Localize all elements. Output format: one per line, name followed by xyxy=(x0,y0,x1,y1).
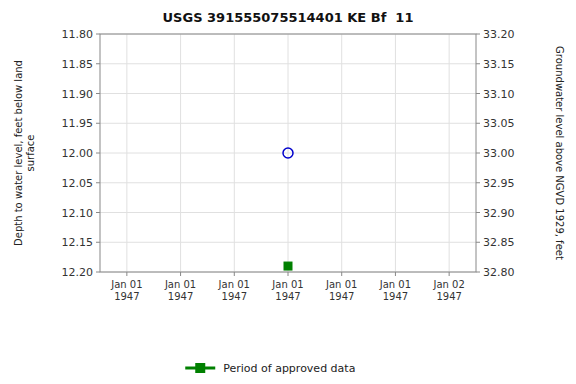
tick xyxy=(96,153,100,154)
legend: Period of approved data xyxy=(185,362,355,375)
grid-line xyxy=(234,34,235,272)
tick-label: Jan 011947 xyxy=(325,279,357,302)
text-line: Jan 02 xyxy=(432,279,464,290)
text-line: Jan 01 xyxy=(164,279,196,290)
tick-label: Jan 021947 xyxy=(432,279,464,302)
tick-label: 11.80 xyxy=(62,28,94,41)
tick xyxy=(96,34,100,35)
tick xyxy=(476,93,480,94)
title: USGS 391555075514401 KE Bf 11 xyxy=(163,10,414,25)
tick xyxy=(476,63,480,64)
tick xyxy=(395,272,396,276)
grid-line xyxy=(288,34,289,272)
plot-area xyxy=(283,148,293,270)
grid-line xyxy=(395,34,396,272)
tick-label: 33.10 xyxy=(483,88,515,101)
tick xyxy=(180,272,181,276)
text-line: Jan 01 xyxy=(271,279,303,290)
text-line: Depth to water level, feet below land xyxy=(13,60,24,246)
tick xyxy=(341,272,342,276)
text-line: Jan 01 xyxy=(379,279,411,290)
axis-label: Groundwater level above NGVD 1929, feet xyxy=(554,46,565,260)
tick-label: 33.00 xyxy=(483,147,515,160)
text-line: Jan 01 xyxy=(110,279,142,290)
text-line: 1947 xyxy=(383,291,408,302)
tick xyxy=(476,153,480,154)
text-line: 1947 xyxy=(275,291,300,302)
text-line: Jan 01 xyxy=(325,279,357,290)
tick-label: 11.85 xyxy=(62,58,94,71)
tick xyxy=(476,212,480,213)
point xyxy=(283,148,293,158)
text-line: 1947 xyxy=(329,291,354,302)
grid-line xyxy=(341,34,342,272)
tick xyxy=(96,63,100,64)
tick-label: 32.95 xyxy=(483,177,515,190)
grid-line xyxy=(180,34,181,272)
grid-line xyxy=(126,34,127,272)
tick-label: Jan 011947 xyxy=(110,279,142,302)
tick xyxy=(96,272,100,273)
tick xyxy=(96,123,100,124)
tick-label: 11.95 xyxy=(62,117,94,130)
tick xyxy=(96,182,100,183)
grid xyxy=(100,34,476,272)
plot-frame xyxy=(100,34,476,272)
legend-label: Period of approved data xyxy=(223,362,355,375)
tick xyxy=(96,93,100,94)
text-line: 1947 xyxy=(168,291,193,302)
tick xyxy=(476,242,480,243)
tick-label: 12.05 xyxy=(62,177,94,190)
tick-label: 12.15 xyxy=(62,236,94,249)
tick-label: 32.85 xyxy=(483,236,515,249)
tick-label: Jan 011947 xyxy=(218,279,250,302)
background xyxy=(0,0,576,384)
chart: 11.80 11.85 11.90 11.95 12.00 12.05 12.10 12.15… xyxy=(0,0,576,384)
tick-label: 33.15 xyxy=(483,58,515,71)
series xyxy=(284,262,292,270)
tick xyxy=(96,242,100,243)
tick xyxy=(126,272,127,276)
tick xyxy=(449,272,450,276)
text-line: 1947 xyxy=(436,291,461,302)
text-line: 1947 xyxy=(222,291,247,302)
text-line: Jan 01 xyxy=(218,279,250,290)
tick-label: 32.90 xyxy=(483,207,515,220)
point xyxy=(284,262,292,270)
tick xyxy=(96,212,100,213)
tick-label: Jan 011947 xyxy=(164,279,196,302)
tick xyxy=(476,272,480,273)
text-line: surface xyxy=(25,135,36,172)
tick-label: 12.00 xyxy=(62,147,94,160)
tick-label: Jan 011947 xyxy=(271,279,303,302)
tick-label: 11.90 xyxy=(62,88,94,101)
tick-label: 12.10 xyxy=(62,207,94,220)
tick xyxy=(234,272,235,276)
tick-label: 33.05 xyxy=(483,117,515,130)
y2-axis: 33.20 33.15 33.10 33.05 33.00 32.95 32.90 32.85… xyxy=(476,28,515,279)
tick xyxy=(476,182,480,183)
x-axis: Jan 011947Jan 011947Jan 011947Jan 011947… xyxy=(110,272,465,302)
tick xyxy=(476,34,480,35)
tick-label: 33.20 xyxy=(483,28,515,41)
legend-swatch xyxy=(195,363,205,373)
tick-label: Jan 011947 xyxy=(379,279,411,302)
tick xyxy=(288,272,289,276)
y-axis: 11.80 11.85 11.90 11.95 12.00 12.05 12.10 12.15… xyxy=(62,28,101,279)
series xyxy=(283,148,293,158)
text-line: 1947 xyxy=(114,291,139,302)
tick-label: 12.20 xyxy=(62,266,94,279)
axis-label: Depth to water level, feet below landsur… xyxy=(13,60,36,246)
tick-label: 32.80 xyxy=(483,266,515,279)
tick xyxy=(476,123,480,124)
grid-line xyxy=(449,34,450,272)
